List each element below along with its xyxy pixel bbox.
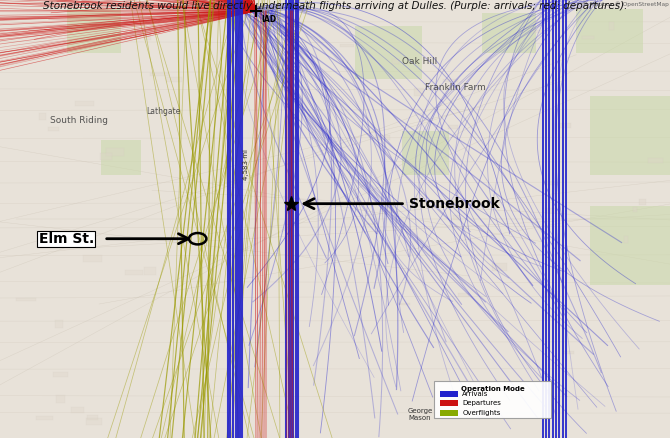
Text: Arrivals: Arrivals <box>462 391 488 397</box>
Text: Franklin Farm: Franklin Farm <box>425 83 486 92</box>
Bar <box>166 77 182 81</box>
Bar <box>107 148 124 155</box>
Bar <box>633 207 637 212</box>
Bar <box>145 34 151 40</box>
Bar <box>624 236 628 243</box>
Bar <box>144 268 155 275</box>
Bar <box>440 400 458 406</box>
Bar <box>590 96 670 175</box>
Text: Oak Hill: Oak Hill <box>402 57 438 66</box>
Bar <box>544 291 558 298</box>
Bar <box>590 206 670 285</box>
Bar <box>543 181 556 185</box>
Bar <box>545 208 557 213</box>
Bar <box>414 88 423 96</box>
Bar <box>355 26 422 79</box>
Bar <box>39 113 46 120</box>
Bar <box>83 255 102 262</box>
Bar <box>648 158 663 162</box>
Bar <box>86 417 103 425</box>
Bar <box>381 205 393 212</box>
Bar <box>54 237 63 243</box>
Bar <box>563 351 574 354</box>
Bar <box>440 391 458 397</box>
Text: 4,583 mi: 4,583 mi <box>243 149 249 180</box>
Bar <box>533 30 542 33</box>
Bar <box>576 9 643 53</box>
Bar <box>100 140 141 175</box>
Text: IAD: IAD <box>261 15 277 24</box>
Bar <box>340 44 354 47</box>
Bar <box>67 9 121 53</box>
Bar <box>440 410 458 416</box>
Text: Lathgate: Lathgate <box>146 107 180 116</box>
Bar <box>443 79 458 82</box>
Text: Departures: Departures <box>462 400 501 406</box>
Bar <box>149 73 169 76</box>
Bar <box>36 416 53 420</box>
Bar <box>392 59 399 64</box>
Bar <box>639 199 646 205</box>
Bar <box>492 263 507 271</box>
Bar <box>458 293 470 297</box>
Bar <box>88 415 98 420</box>
Bar <box>436 169 444 172</box>
Bar <box>434 381 551 418</box>
Bar <box>482 13 536 53</box>
Text: Overflights: Overflights <box>462 410 500 416</box>
Bar <box>48 127 58 131</box>
Bar <box>100 153 113 160</box>
Text: Stonebrook: Stonebrook <box>409 197 499 211</box>
Bar <box>75 101 94 106</box>
Text: © Mapbox © OpenStreetMap: © Mapbox © OpenStreetMap <box>582 1 669 7</box>
Bar <box>375 134 389 140</box>
Bar <box>55 320 63 328</box>
Bar <box>53 372 68 377</box>
Bar <box>16 298 36 301</box>
Bar <box>609 22 614 30</box>
Bar <box>70 407 84 413</box>
Text: Elm St.: Elm St. <box>39 232 94 246</box>
Bar <box>125 269 143 275</box>
Bar <box>402 131 449 175</box>
Bar <box>582 36 594 39</box>
Bar <box>56 395 65 403</box>
Bar <box>398 303 410 305</box>
Bar <box>366 223 376 225</box>
Bar <box>453 215 460 219</box>
Text: South Riding: South Riding <box>50 116 109 125</box>
Text: George
Mason: George Mason <box>407 408 433 421</box>
Bar <box>448 125 458 129</box>
Text: Stonebrook residents would live directly underneath flights arriving at Dulles. : Stonebrook residents would live directly… <box>43 1 627 11</box>
Text: Operation Mode: Operation Mode <box>461 386 525 392</box>
Bar <box>558 123 572 128</box>
